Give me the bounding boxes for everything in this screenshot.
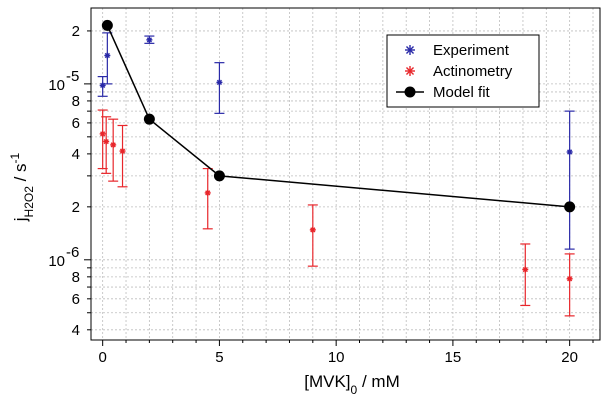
- y-tick-label: 8: [72, 269, 80, 286]
- legend-label: Experiment: [433, 42, 510, 59]
- star-stroke: [104, 52, 110, 59]
- x-tick-label: 15: [445, 349, 462, 366]
- plot-frame: [90, 7, 601, 341]
- star-stroke: [146, 37, 152, 43]
- y-tick-label: 10: [48, 253, 65, 270]
- legend-star-swatch: [405, 66, 415, 76]
- star-stroke: [119, 148, 126, 154]
- error-bar: [307, 204, 318, 267]
- series-model-fit: [101, 19, 576, 213]
- legend-circle-swatch: [404, 86, 416, 98]
- star-stroke: [310, 227, 316, 233]
- error-bar: [117, 124, 128, 188]
- data-point: [104, 52, 111, 59]
- star-stroke: [405, 45, 415, 55]
- y-tick-label: 4: [72, 146, 80, 163]
- y-tick-label: 10: [48, 77, 65, 94]
- data-point: [204, 189, 211, 196]
- y-tick-label: 8: [72, 93, 80, 110]
- y-tick-exponent: -5: [66, 68, 79, 85]
- x-axis-label-subscript: 0: [351, 383, 358, 397]
- star-stroke: [522, 266, 528, 273]
- model-fit-point: [143, 113, 155, 125]
- y-tick-label: 4: [72, 322, 80, 339]
- star-stroke: [205, 190, 211, 196]
- star-stroke: [216, 79, 223, 85]
- data-point: [99, 130, 106, 137]
- x-tick-label: 0: [99, 349, 107, 366]
- data-point: [119, 148, 126, 155]
- x-tick-label: 5: [215, 349, 223, 366]
- series-experiment: [97, 32, 575, 250]
- data-point: [309, 226, 316, 233]
- legend-item: Experiment: [405, 42, 510, 59]
- error-bar: [101, 116, 112, 174]
- legend-item: Model fit: [396, 84, 491, 101]
- star-stroke: [100, 131, 106, 137]
- star-stroke: [567, 276, 573, 282]
- error-bar: [108, 118, 119, 182]
- series-layer: [97, 19, 576, 317]
- y-tick-label: 6: [72, 291, 80, 308]
- series-actinometry: [97, 109, 575, 317]
- legend-label: Model fit: [433, 84, 491, 101]
- star-stroke: [103, 138, 109, 145]
- y-axis-label: jH2O2 / s-1: [8, 152, 36, 222]
- y-tick-label: 2: [72, 199, 80, 216]
- y-tick-label: 2: [72, 23, 80, 40]
- data-point: [103, 138, 110, 145]
- legend-label: Actinometry: [433, 63, 513, 80]
- legend-star-swatch: [405, 45, 415, 55]
- error-bar: [202, 167, 213, 230]
- model-fit-point: [101, 19, 113, 31]
- error-bar: [564, 253, 575, 317]
- y-tick-exponent: -6: [66, 244, 79, 261]
- data-point: [216, 79, 223, 86]
- data-point: [110, 141, 117, 148]
- data-point: [146, 36, 153, 43]
- star-stroke: [405, 66, 415, 76]
- legend: Experiment Actinometry Model fit: [386, 34, 540, 108]
- error-bar: [564, 110, 575, 250]
- y-tick-label: 6: [72, 115, 80, 132]
- data-point: [566, 148, 573, 155]
- star-stroke: [110, 142, 116, 148]
- star-stroke: [567, 149, 573, 155]
- grid-layer: [91, 8, 600, 340]
- error-bar: [214, 62, 225, 114]
- model-fit-point: [564, 201, 576, 213]
- x-tick-label: 10: [328, 349, 345, 366]
- error-bar: [520, 243, 531, 307]
- y-axis-label-subscript: H2O2: [22, 186, 36, 218]
- x-axis-label: [MVK]0 / mM: [304, 372, 399, 397]
- data-point: [522, 266, 529, 273]
- y-axis-label-exponent: -1: [8, 152, 22, 163]
- data-point: [566, 275, 573, 282]
- model-fit-line: [106, 25, 570, 208]
- legend-item: Actinometry: [405, 63, 513, 80]
- x-tick-label: 20: [561, 349, 578, 366]
- model-fit-point: [213, 170, 225, 182]
